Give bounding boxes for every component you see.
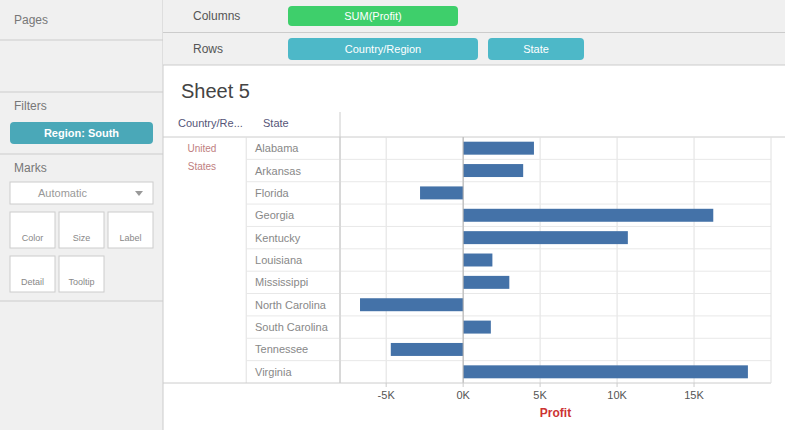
tick-label: 0K (456, 389, 470, 401)
chart: Pages Filters Region: South Marks Automatic C… (0, 0, 785, 430)
sidebar-divider (0, 92, 163, 93)
tick-label: -5K (378, 389, 396, 401)
title: Sheet 5 (181, 80, 250, 102)
category-label: Florida (255, 187, 290, 199)
plot-left-edge (340, 137, 341, 383)
row-divider (246, 338, 771, 339)
pill (288, 38, 478, 60)
background (0, 0, 785, 430)
row-divider (246, 159, 771, 160)
pill (288, 6, 458, 26)
plot-right-edge (771, 137, 772, 383)
dropdown (10, 182, 153, 204)
row-divider (246, 293, 771, 294)
label-divider (246, 137, 247, 383)
marks-button (10, 256, 55, 292)
label-divider (340, 112, 341, 383)
pill-text: SUM(Profit) (344, 10, 401, 22)
panel-label: Marks (14, 161, 47, 175)
grid-line (386, 137, 387, 383)
tick-mark (540, 383, 541, 387)
sidebar-divider (0, 301, 163, 302)
bar (391, 343, 463, 356)
category-label: Virginia (255, 366, 292, 378)
tick-mark (463, 383, 464, 387)
tick-mark (386, 383, 387, 387)
row-divider (246, 226, 771, 227)
row-divider (246, 271, 771, 272)
category-label: Alabama (255, 142, 299, 154)
marks-button (108, 212, 153, 248)
top-bar-divider (163, 32, 785, 33)
bar (463, 209, 713, 222)
grid-line (540, 137, 541, 383)
panel-label: Filters (14, 99, 47, 113)
pill-text: Country/Region (345, 43, 421, 55)
pill-text: Region: South (44, 127, 119, 139)
tick-mark (617, 383, 618, 387)
bar (463, 142, 534, 155)
sidebar (0, 0, 163, 430)
button-text: Detail (21, 277, 44, 287)
marks-button (59, 212, 104, 248)
button-text: Size (73, 233, 91, 243)
bar (463, 254, 492, 267)
category-label: North Carolina (255, 299, 327, 311)
category-label: South Carolina (255, 321, 329, 333)
grid-line (463, 137, 464, 383)
country-label: United (187, 143, 216, 154)
zero-line (463, 137, 464, 383)
bar (360, 298, 463, 311)
button-text: Label (119, 233, 141, 243)
shelf-label: Columns (193, 9, 240, 23)
shelf-label: Rows (193, 42, 223, 56)
pill-text: State (523, 43, 549, 55)
bar (463, 231, 628, 244)
bar (463, 164, 523, 177)
country-label: States (188, 161, 216, 172)
column-header: Country/Re... (178, 117, 243, 129)
row-divider (246, 315, 771, 316)
row-divider (246, 248, 771, 249)
tick-label: 15K (684, 389, 704, 401)
dropdown-arrow (135, 191, 143, 196)
row-divider (246, 360, 771, 361)
header-divider (163, 137, 785, 138)
column-header: State (263, 117, 289, 129)
bar (463, 365, 748, 378)
category-label: Louisiana (255, 254, 303, 266)
tick-mark (694, 383, 695, 387)
x-axis-label: Profit (540, 406, 571, 420)
pill (488, 38, 584, 60)
tick-label: 5K (533, 389, 547, 401)
sidebar-divider (0, 154, 163, 155)
pill (10, 122, 153, 144)
bars (360, 142, 748, 379)
marks-button (10, 212, 55, 248)
button-text: Color (22, 233, 44, 243)
category-label: Georgia (255, 209, 295, 221)
category-label: Tennessee (255, 343, 308, 355)
category-label: Mississippi (255, 276, 308, 288)
row-divider (246, 181, 771, 182)
category-label: Arkansas (255, 165, 301, 177)
sidebar-divider (0, 40, 163, 41)
button-text: Tooltip (68, 277, 94, 287)
bar (420, 186, 463, 199)
top-bar (163, 0, 785, 65)
dropdown-text: Automatic (38, 187, 87, 199)
marks-button (59, 256, 104, 292)
category-label: Kentucky (255, 232, 301, 244)
tick-label: 10K (607, 389, 627, 401)
x-axis-line (163, 383, 771, 384)
grid-line (694, 137, 695, 383)
grid-line (617, 137, 618, 383)
row-divider (246, 204, 771, 205)
panel-label: Pages (14, 13, 48, 27)
bar (463, 276, 509, 289)
top-bar-divider (163, 65, 785, 66)
bar (463, 321, 491, 334)
